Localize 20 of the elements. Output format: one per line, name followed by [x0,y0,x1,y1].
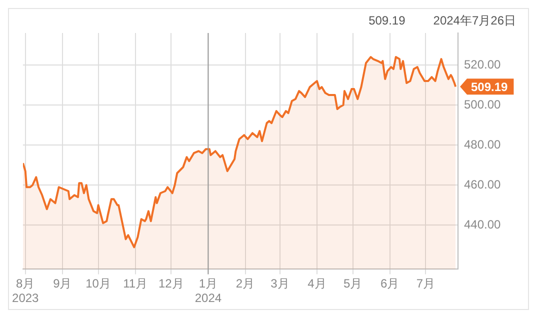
x-tick-label: 2月 [236,276,255,291]
x-tick-label: 12月 [158,276,184,291]
y-tick-label: 440.00 [464,217,502,232]
annotation: 509.19 [471,80,508,94]
x-tick-label: 7月 [416,276,436,291]
y-tick-label: 500.00 [464,97,502,112]
x-tick-label: 6月 [380,276,400,291]
y-tick-label: 520.00 [464,57,502,72]
x-tick-label: 3月 [270,276,290,291]
y-tick-label: 480.00 [464,137,502,152]
y-tick-label: 460.00 [464,177,502,192]
x-tick-label: 4月 [308,276,326,291]
text: 509.19 [368,13,406,28]
x-tick-label: 9月 [53,276,72,291]
text: 2024年7月26日 [433,13,516,28]
x-tick-label: 10月 [86,276,111,291]
x-tick-label: 1月 2024 [194,276,222,306]
x-tick-label: 5月 [343,276,362,291]
x-tick-label: 8月 2023 [12,276,40,306]
x-tick-label: 11月 [123,276,148,291]
